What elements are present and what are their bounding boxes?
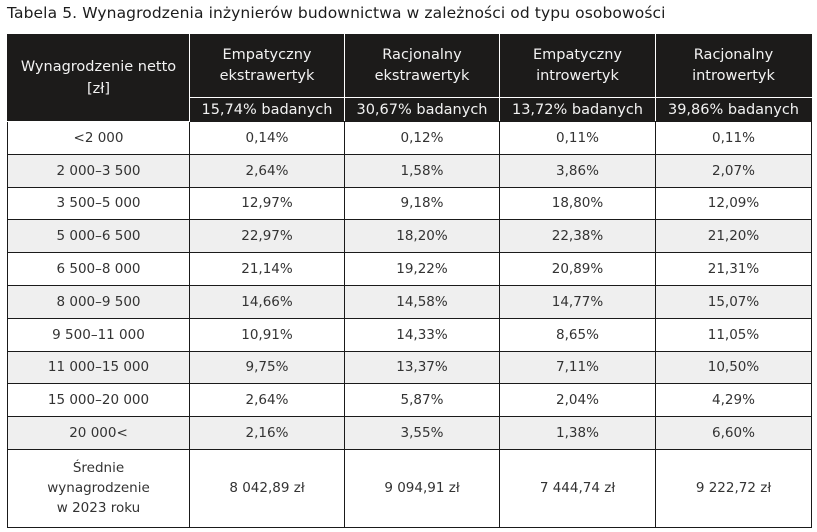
average-salary-value: 9 094,91 zł <box>344 448 500 528</box>
value-cell: 0,11% <box>499 121 656 155</box>
header-empathetic-extrovert: Empatyczny ekstrawertyk <box>189 34 345 98</box>
value-cell: 15,07% <box>655 284 812 319</box>
value-cell: 21,20% <box>655 219 812 254</box>
average-salary-value: 7 444,74 zł <box>499 448 656 528</box>
value-cell: 21,31% <box>655 252 812 286</box>
value-cell: 0,11% <box>655 121 812 155</box>
salary-range-cell: 8 000–9 500 <box>7 284 190 319</box>
salary-range-cell: 15 000–20 000 <box>7 383 190 418</box>
value-cell: 6,60% <box>655 416 812 450</box>
average-label-line3: w 2023 roku <box>56 500 141 517</box>
header-label-line2: ekstrawertyk <box>219 68 315 84</box>
value-cell: 20,89% <box>499 252 656 286</box>
salary-range-cell: 20 000< <box>7 416 190 450</box>
value-cell: 14,33% <box>344 317 500 352</box>
header-label-line1: Racjonalny <box>382 47 462 63</box>
table-row: 20 000< 2,16% 3,55% 1,38% 6,60% <box>7 416 812 450</box>
table-caption: Tabela 5. Wynagrodzenia inżynierów budow… <box>7 4 666 22</box>
value-cell: 18,80% <box>499 186 656 221</box>
header-label-line1: Empatyczny <box>533 47 622 63</box>
value-cell: 14,77% <box>499 284 656 319</box>
header-rational-extrovert: Racjonalny ekstrawertyk <box>344 34 500 98</box>
salary-by-personality-table: Wynagrodzenie netto [zł] Empatyczny ekst… <box>7 34 812 528</box>
table-row: <2 000 0,14% 0,12% 0,11% 0,11% <box>7 121 812 155</box>
header-label-line1: Racjonalny <box>693 47 774 63</box>
value-cell: 11,05% <box>655 317 812 352</box>
table-row: 3 500–5 000 12,97% 9,18% 18,80% 12,09% <box>7 186 812 221</box>
average-label-line2: wynagrodzenie <box>47 480 150 497</box>
table-row: 15 000–20 000 2,64% 5,87% 2,04% 4,29% <box>7 383 812 418</box>
share-empathetic-introvert: 13,72% badanych <box>499 97 656 122</box>
header-label-line2: introwertyk <box>536 68 619 84</box>
average-salary-value: 8 042,89 zł <box>189 448 345 528</box>
value-cell: 2,04% <box>499 383 656 418</box>
value-cell: 2,64% <box>189 153 345 188</box>
value-cell: 13,37% <box>344 350 500 385</box>
header-label-line1: Empatyczny <box>222 47 312 63</box>
value-cell: 5,87% <box>344 383 500 418</box>
value-cell: 8,65% <box>499 317 656 352</box>
value-cell: 3,55% <box>344 416 500 450</box>
value-cell: 22,38% <box>499 219 656 254</box>
value-cell: 4,29% <box>655 383 812 418</box>
share-rational-introvert: 39,86% badanych <box>655 97 812 122</box>
header-label-line2: ekstrawertyk <box>374 68 470 84</box>
value-cell: 9,75% <box>189 350 345 385</box>
table-row: 11 000–15 000 9,75% 13,37% 7,11% 10,50% <box>7 350 812 385</box>
header-label-line2: introwertyk <box>692 68 775 84</box>
salary-range-cell: 3 500–5 000 <box>7 186 190 221</box>
average-label-line1: Średnie <box>72 460 125 477</box>
salary-range-cell: 5 000–6 500 <box>7 219 190 254</box>
average-salary-label: Średnie wynagrodzenie w 2023 roku <box>7 448 190 528</box>
salary-range-cell: <2 000 <box>7 121 190 155</box>
share-empathetic-extrovert: 15,74% badanych <box>189 97 345 122</box>
table-header: Wynagrodzenie netto [zł] Empatyczny ekst… <box>7 34 812 122</box>
average-salary-value: 9 222,72 zł <box>655 448 812 528</box>
value-cell: 1,58% <box>344 153 500 188</box>
value-cell: 2,64% <box>189 383 345 418</box>
value-cell: 19,22% <box>344 252 500 286</box>
value-cell: 22,97% <box>189 219 345 254</box>
header-rational-introvert: Racjonalny introwertyk <box>655 34 812 98</box>
salary-range-cell: 9 500–11 000 <box>7 317 190 352</box>
value-cell: 2,07% <box>655 153 812 188</box>
value-cell: 10,91% <box>189 317 345 352</box>
value-cell: 12,09% <box>655 186 812 221</box>
value-cell: 12,97% <box>189 186 345 221</box>
value-cell: 3,86% <box>499 153 656 188</box>
value-cell: 18,20% <box>344 219 500 254</box>
value-cell: 1,38% <box>499 416 656 450</box>
value-cell: 14,58% <box>344 284 500 319</box>
value-cell: 2,16% <box>189 416 345 450</box>
table-row: 9 500–11 000 10,91% 14,33% 8,65% 11,05% <box>7 317 812 352</box>
value-cell: 7,11% <box>499 350 656 385</box>
table-body: <2 000 0,14% 0,12% 0,11% 0,11% 2 000–3 5… <box>7 121 812 528</box>
value-cell: 10,50% <box>655 350 812 385</box>
table-row: 5 000–6 500 22,97% 18,20% 22,38% 21,20% <box>7 219 812 254</box>
value-cell: 0,12% <box>344 121 500 155</box>
header-net-salary: Wynagrodzenie netto [zł] <box>7 34 190 122</box>
value-cell: 9,18% <box>344 186 500 221</box>
table-row: 6 500–8 000 21,14% 19,22% 20,89% 21,31% <box>7 252 812 286</box>
header-empathetic-introvert: Empatyczny introwertyk <box>499 34 656 98</box>
value-cell: 0,14% <box>189 121 345 155</box>
value-cell: 21,14% <box>189 252 345 286</box>
salary-range-cell: 11 000–15 000 <box>7 350 190 385</box>
table-row: 8 000–9 500 14,66% 14,58% 14,77% 15,07% <box>7 284 812 319</box>
salary-range-cell: 6 500–8 000 <box>7 252 190 286</box>
table-row: 2 000–3 500 2,64% 1,58% 3,86% 2,07% <box>7 153 812 188</box>
average-salary-row: Średnie wynagrodzenie w 2023 roku 8 042,… <box>7 448 812 528</box>
share-rational-extrovert: 30,67% badanych <box>344 97 500 122</box>
header-net-salary-label: Wynagrodzenie netto [zł] <box>20 59 177 97</box>
salary-range-cell: 2 000–3 500 <box>7 153 190 188</box>
value-cell: 14,66% <box>189 284 345 319</box>
